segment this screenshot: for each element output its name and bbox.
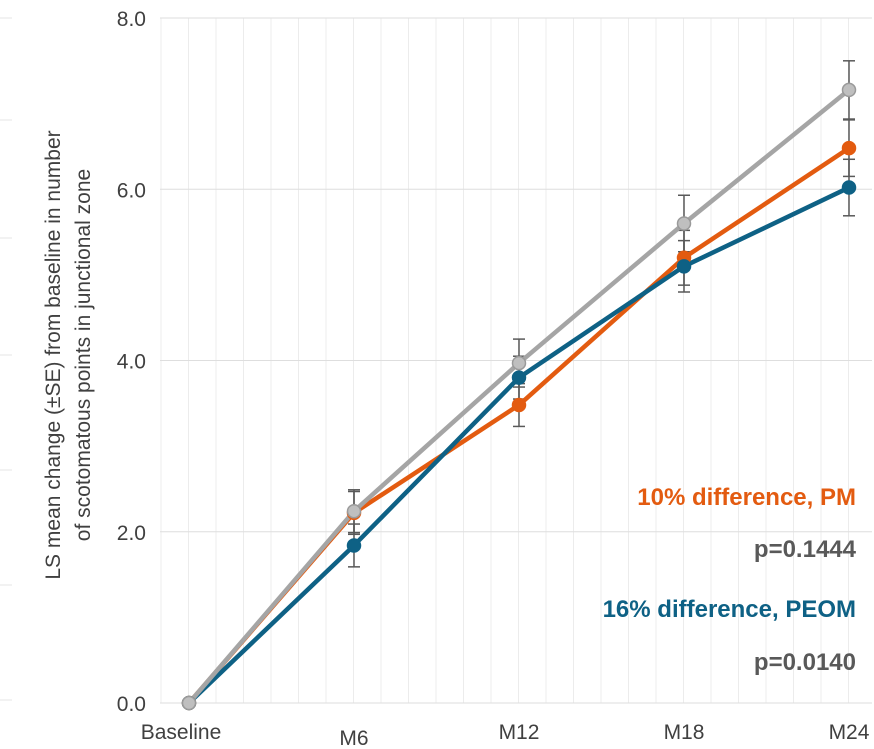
y-tick-label: 8.0 — [117, 8, 146, 31]
annotation-pm-pvalue: p=0.1444 — [754, 536, 857, 563]
data-point-series-3 — [676, 216, 692, 231]
series-points — [181, 82, 857, 711]
data-point-series-2 — [841, 180, 857, 195]
y-axis-label: LS mean change (±SE) from baseline in nu… — [42, 130, 95, 579]
data-point-series-2 — [676, 259, 692, 274]
y-tick-label: 4.0 — [117, 351, 146, 374]
data-point-series-2 — [511, 370, 527, 385]
y-axis-label-line-1: LS mean change (±SE) from baseline in nu… — [42, 130, 65, 579]
annotation-peom-difference: 16% difference, PEOM — [603, 596, 856, 623]
y-axis-label-line-2: of scotomatous points in junctional zone — [72, 169, 95, 541]
x-axis-tick-labels: Baseline M6 M12 M18 M24 — [141, 721, 870, 749]
y-tick-label: 6.0 — [117, 179, 146, 202]
y-tick-label: 0.0 — [117, 693, 146, 716]
data-point-series-3 — [181, 695, 197, 711]
x-tick-label: M12 — [499, 721, 540, 744]
data-point-series-3 — [511, 355, 527, 371]
y-tick-label: 2.0 — [117, 522, 146, 545]
x-tick-label: M18 — [664, 721, 705, 744]
y-axis-tick-labels: 0.0 2.0 4.0 6.0 8.0 — [117, 8, 146, 716]
data-point-series-3 — [346, 503, 362, 519]
x-tick-label: M6 — [339, 727, 368, 749]
data-point-series-1 — [841, 140, 857, 156]
x-tick-label: Baseline — [141, 721, 222, 744]
data-point-series-1 — [511, 397, 527, 413]
annotation-pm-difference: 10% difference, PM — [637, 484, 856, 511]
annotations: 10% difference, PM p=0.1444 16% differen… — [603, 484, 857, 676]
annotation-peom-pvalue: p=0.0140 — [754, 649, 856, 676]
data-point-series-2 — [346, 538, 362, 553]
x-tick-label: M24 — [829, 721, 870, 744]
data-point-series-3 — [841, 82, 857, 98]
